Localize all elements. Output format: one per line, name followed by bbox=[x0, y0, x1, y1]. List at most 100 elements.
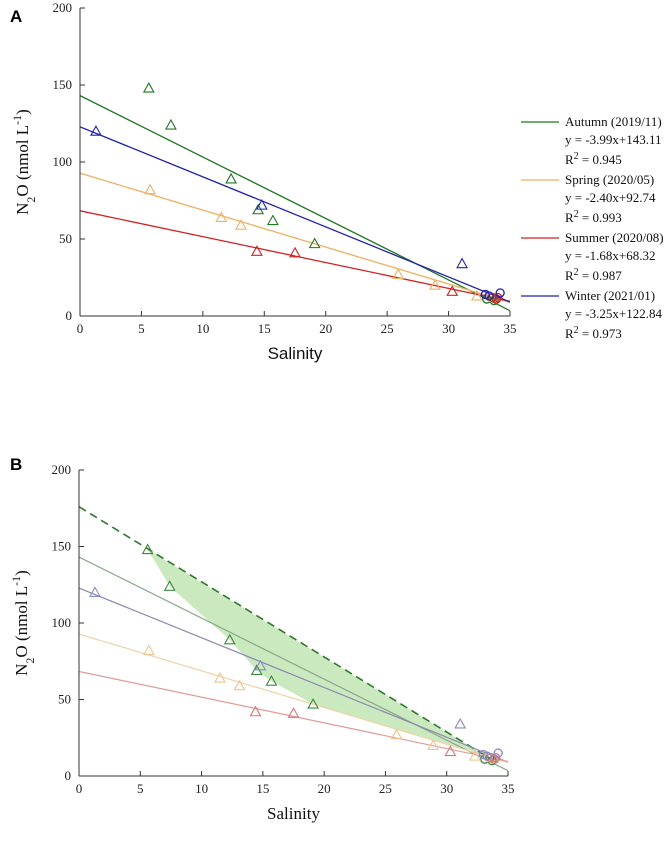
y-tick-label: 200 bbox=[53, 0, 73, 15]
data-point-winter bbox=[454, 717, 467, 729]
y-tick-label: 50 bbox=[59, 231, 72, 246]
data-point-summer bbox=[289, 246, 301, 258]
r2-sup: 2 bbox=[574, 151, 579, 162]
data-point-autumn bbox=[142, 81, 155, 93]
data-point-winter bbox=[495, 288, 505, 298]
r2-value: = 0.945 bbox=[579, 152, 622, 167]
r2-label: R bbox=[565, 210, 574, 225]
data-point-winter bbox=[482, 751, 492, 761]
legend-r2-spring: R2 = 0.993 bbox=[565, 209, 622, 226]
y-axis-title: N2O (nmol L-1) bbox=[10, 109, 38, 215]
data-point-winter bbox=[484, 291, 494, 301]
data-point-spring bbox=[390, 728, 403, 740]
x-tick-label: 15 bbox=[256, 781, 269, 796]
data-point-spring bbox=[427, 739, 440, 750]
y-axis-title-part: 2 bbox=[24, 197, 38, 203]
x-tick-label: 15 bbox=[258, 321, 271, 336]
plot-area bbox=[79, 506, 508, 772]
y-axis-title-part: N bbox=[13, 203, 32, 215]
x-tick-label: 25 bbox=[381, 321, 394, 336]
y-axis-title-part: ) bbox=[13, 109, 32, 115]
y-axis-title-part: ) bbox=[12, 570, 31, 576]
data-point-winter bbox=[90, 125, 102, 136]
x-tick-label: 5 bbox=[138, 321, 145, 336]
legend-equation-summer: y = -1.68x+68.32 bbox=[565, 248, 656, 263]
panel-b: B 0 5 10 15 20 25 30 35 0 50 100 150 200 Salinity N2O (… bbox=[9, 455, 515, 823]
dashed-mixing-line bbox=[79, 506, 484, 756]
y-tick-label: 0 bbox=[65, 768, 72, 783]
regression-line-summer bbox=[80, 210, 510, 302]
regression-line-spring bbox=[80, 172, 510, 304]
legend-r2-winter: R2 = 0.973 bbox=[565, 325, 622, 342]
y-tick-label: 100 bbox=[52, 615, 72, 630]
data-point-winter bbox=[456, 257, 469, 269]
legend-label-winter: Winter (2021/01) bbox=[565, 288, 655, 303]
data-point-summer bbox=[491, 752, 501, 763]
x-tick-label: 5 bbox=[137, 781, 144, 796]
y-tick-label: 200 bbox=[52, 462, 72, 477]
data-point-spring bbox=[214, 671, 226, 683]
data-point-autumn bbox=[265, 675, 278, 686]
r2-value: = 0.973 bbox=[579, 326, 622, 341]
data-point-autumn bbox=[164, 118, 177, 130]
r2-value: = 0.987 bbox=[579, 268, 623, 283]
data-point-winter bbox=[493, 748, 503, 758]
data-point-winter bbox=[88, 586, 101, 597]
data-point-autumn bbox=[223, 633, 236, 645]
data-point-spring bbox=[215, 211, 228, 222]
data-point-spring bbox=[468, 749, 481, 761]
x-tick-label: 10 bbox=[195, 781, 208, 796]
data-point-autumn bbox=[141, 543, 154, 555]
data-point-autumn bbox=[163, 580, 176, 591]
data-point-summer bbox=[493, 292, 503, 303]
regression-line-autumn bbox=[80, 95, 510, 312]
data-point-autumn bbox=[308, 237, 321, 249]
data-point-spring bbox=[142, 644, 155, 656]
data-point-summer bbox=[287, 707, 300, 718]
r2-sup: 2 bbox=[574, 325, 579, 336]
data-point-spring bbox=[233, 679, 246, 691]
r2-sup: 2 bbox=[574, 209, 579, 220]
x-tick-label: 30 bbox=[440, 781, 453, 796]
x-tick-label: 20 bbox=[318, 781, 331, 796]
legend-label-autumn: Autumn (2019/11) bbox=[565, 114, 662, 129]
r2-sup: 2 bbox=[574, 267, 579, 278]
legend-equation-winter: y = -3.25x+122.84 bbox=[565, 306, 662, 321]
x-tick-label: 35 bbox=[502, 781, 515, 796]
y-tick-label: 100 bbox=[53, 154, 73, 169]
y-axis-title-part: O (nmol L bbox=[13, 125, 32, 197]
data-point-spring bbox=[470, 289, 483, 301]
x-tick-label: 20 bbox=[319, 321, 332, 336]
x-tick-label: 0 bbox=[76, 781, 83, 796]
panel-label: B bbox=[10, 455, 22, 474]
data-point-autumn bbox=[266, 214, 279, 226]
legend-label-summer: Summer (2020/08) bbox=[565, 230, 664, 245]
y-axis-title-part: N bbox=[12, 664, 31, 676]
y-tick-label: 0 bbox=[66, 308, 73, 323]
x-axis-title: Salinity bbox=[267, 804, 320, 823]
y-axis-title-part: O (nmol L bbox=[12, 586, 31, 658]
y-tick-label: 150 bbox=[53, 77, 73, 92]
data-point-winter bbox=[254, 659, 267, 671]
legend-equation-autumn: y = -3.99x+143.11 bbox=[565, 132, 662, 147]
r2-value: = 0.993 bbox=[579, 210, 622, 225]
r2-label: R bbox=[565, 326, 574, 341]
y-axis-title: N2O (nmol L-1) bbox=[9, 570, 37, 676]
data-point-spring bbox=[429, 279, 441, 290]
legend-label-spring: Spring (2020/05) bbox=[565, 172, 654, 187]
x-tick-label: 35 bbox=[504, 321, 517, 336]
y-tick-label: 50 bbox=[58, 692, 71, 707]
x-axis-title: Salinity bbox=[268, 344, 323, 363]
x-tick-label: 25 bbox=[379, 781, 392, 796]
data-point-summer bbox=[444, 745, 457, 757]
data-point-autumn bbox=[307, 697, 320, 709]
r2-label: R bbox=[565, 152, 574, 167]
legend-r2-autumn: R2 = 0.945 bbox=[565, 151, 622, 168]
r2-label: R bbox=[565, 268, 574, 283]
x-tick-label: 0 bbox=[77, 321, 84, 336]
regression-line-autumn bbox=[79, 556, 508, 772]
